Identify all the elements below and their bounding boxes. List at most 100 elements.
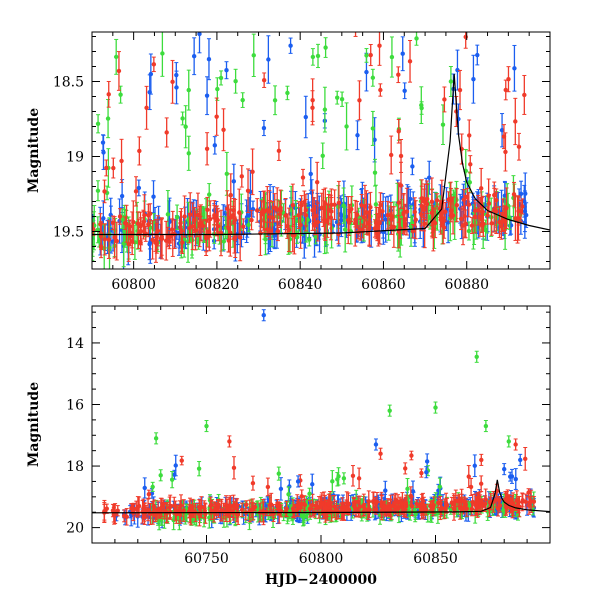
outlier-point	[159, 470, 163, 481]
data-point-series-2	[523, 447, 527, 470]
data-point-series-1	[390, 37, 394, 77]
outlier-point	[342, 473, 346, 484]
data-point-series-1	[106, 99, 110, 137]
data-point-series-0	[232, 164, 236, 198]
outlier-point	[227, 436, 231, 447]
data-point-series-2	[152, 57, 156, 71]
top-y-axis-label: Magnitude	[26, 108, 42, 193]
data-point-series-1	[150, 482, 154, 491]
data-point-series-1	[180, 112, 184, 125]
data-point-series-2	[351, 466, 355, 486]
data-point-series-1	[330, 471, 334, 493]
data-point-series-1	[316, 44, 320, 67]
data-point-series-2	[119, 139, 123, 182]
data-point-series-2	[369, 44, 373, 65]
outlier-point	[502, 464, 506, 475]
data-point-series-0	[224, 62, 228, 79]
data-point-series-2	[332, 190, 336, 220]
data-point-series-2	[513, 98, 517, 144]
outlier-point	[479, 454, 483, 465]
y-tick-label: 16	[66, 397, 84, 413]
data-point-series-0	[207, 39, 211, 80]
data-point-series-2	[310, 79, 314, 122]
data-point-series-2	[205, 133, 209, 165]
outlier-point	[475, 351, 479, 362]
data-point-series-0	[174, 63, 178, 88]
data-point-series-1	[225, 152, 229, 195]
top-data-layer	[90, 0, 550, 272]
data-point-series-2	[522, 75, 526, 114]
y-tick-label: 18	[66, 459, 84, 475]
outlier-point	[513, 439, 517, 450]
x-tick-label: 60800	[111, 277, 156, 293]
data-point-series-1	[215, 78, 219, 101]
outlier-point	[433, 402, 437, 413]
data-point-series-0	[192, 38, 196, 75]
data-point-series-0	[279, 478, 283, 500]
data-point-series-2	[353, 0, 357, 36]
data-point-series-2	[111, 158, 115, 178]
data-point-series-0	[402, 83, 406, 99]
outlier-point	[484, 420, 488, 431]
data-point-series-1	[373, 159, 377, 186]
outlier-point	[262, 310, 266, 321]
data-point-series-2	[221, 109, 225, 151]
data-point-series-1	[96, 115, 100, 133]
data-point-series-2	[448, 4, 452, 24]
data-point-series-0	[143, 478, 147, 498]
data-point-series-1	[414, 32, 418, 46]
data-point-series-0	[473, 455, 477, 477]
data-point-series-1	[340, 92, 344, 106]
x-tick-label: 60750	[184, 551, 229, 567]
data-point-series-2	[262, 73, 266, 88]
data-point-series-1	[240, 93, 244, 108]
data-point-series-1	[344, 103, 348, 150]
data-point-series-2	[399, 139, 403, 172]
data-point-series-1	[371, 69, 375, 86]
data-point-series-2	[469, 478, 473, 495]
bottom-x-axis-label: HJD−2400000	[265, 572, 377, 588]
data-point-series-2	[251, 476, 255, 490]
data-point-series-0	[512, 45, 516, 91]
y-tick-label: 18.5	[53, 75, 84, 91]
data-point-series-2	[467, 120, 471, 151]
data-point-series-2	[517, 133, 521, 160]
data-point-series-0	[288, 38, 292, 53]
data-point-series-2	[521, 494, 525, 507]
data-point-series-0	[355, 121, 359, 150]
data-point-series-0	[266, 36, 270, 83]
data-point-series-2	[214, 98, 218, 135]
data-point-series-0	[310, 474, 314, 494]
data-point-series-2	[164, 118, 168, 147]
outlier-point	[388, 405, 392, 416]
data-point-series-2	[506, 67, 510, 92]
bottom-data-layer	[92, 310, 550, 530]
data-point-series-0	[197, 15, 201, 53]
flare-point	[449, 67, 453, 97]
data-point-series-2	[147, 490, 151, 498]
data-point-series-1	[335, 91, 339, 104]
data-point-series-2	[504, 80, 508, 100]
outlier-point	[204, 420, 208, 431]
data-point-series-2	[396, 67, 400, 83]
data-point-series-1	[252, 34, 256, 76]
data-point-series-2	[408, 41, 412, 83]
data-point-series-1	[307, 233, 311, 246]
data-point-series-2	[389, 136, 393, 174]
x-tick-label: 60850	[413, 551, 458, 567]
data-point-series-0	[471, 55, 475, 103]
data-point-series-1	[311, 49, 315, 66]
data-point-series-0	[205, 77, 209, 115]
data-point-series-1	[96, 181, 100, 201]
y-tick-label: 19.5	[53, 225, 84, 241]
outlier-point	[154, 433, 158, 444]
data-point-series-2	[137, 137, 141, 165]
data-point-series-0	[262, 120, 266, 135]
data-point-series-0	[137, 180, 141, 196]
x-tick-label: 60800	[299, 551, 344, 567]
